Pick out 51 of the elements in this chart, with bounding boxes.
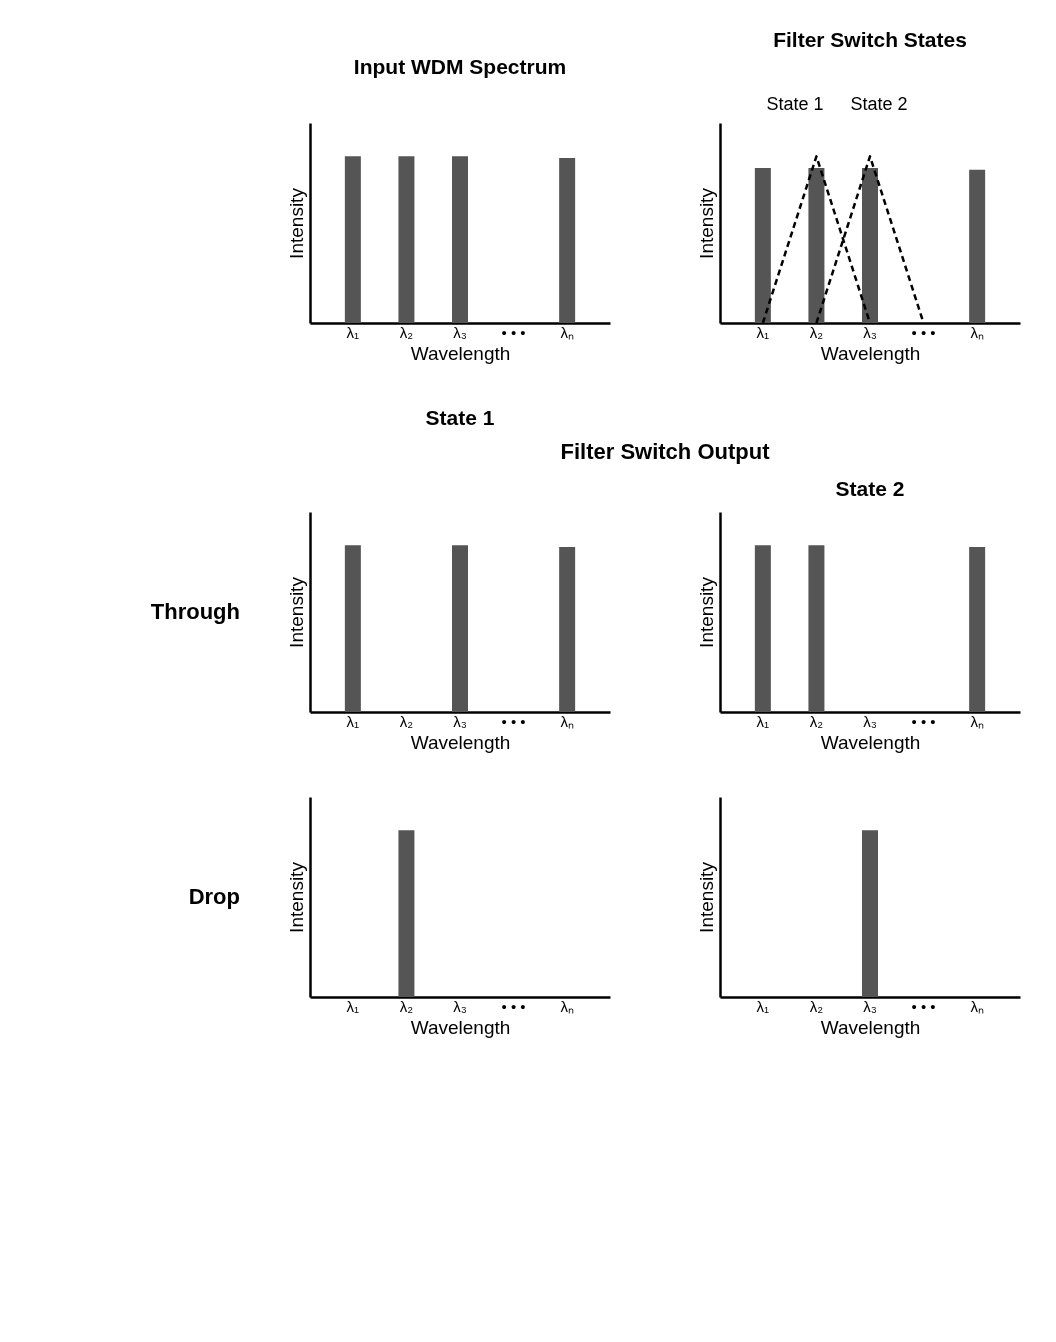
x-tick-label: λ₂	[399, 712, 414, 730]
x-tick-label: λₙ	[560, 712, 574, 730]
x-tick-label: • • •	[911, 997, 936, 1015]
x-tick-label: • • •	[501, 712, 526, 730]
x-tick-label: λ₁	[346, 712, 360, 730]
y-axis-title: Intensity	[695, 576, 717, 648]
x-tick-label: λ₃	[863, 712, 877, 730]
x-tick-label: λ₃	[863, 997, 877, 1015]
x-tick-label: λ₁	[756, 712, 770, 730]
text: Drop	[188, 884, 240, 909]
x-tick-label: λ₃	[453, 712, 467, 730]
x-tick-label: λ₃	[453, 997, 467, 1015]
x-axis-title: Wavelength	[410, 342, 511, 364]
x-axis-title: Wavelength	[410, 1016, 511, 1038]
x-tick-label: λₙ	[560, 323, 574, 341]
text: State 1	[766, 94, 824, 114]
x-axis-title: Wavelength	[820, 1016, 921, 1038]
text: State 2	[850, 94, 908, 114]
x-tick-label: λ₁	[756, 997, 770, 1015]
x-tick-label: λ₂	[399, 997, 414, 1015]
x-axis-title: Wavelength	[820, 342, 921, 364]
x-tick-label: λ₁	[346, 997, 360, 1015]
x-tick-label: λₙ	[970, 997, 984, 1015]
x-tick-label: λ₃	[453, 323, 467, 341]
x-tick-label: λ₂	[809, 323, 824, 341]
chart-title: State 2	[835, 477, 905, 500]
text: Filter Switch Output	[560, 439, 771, 464]
x-tick-label: • • •	[501, 997, 526, 1015]
x-tick-label: λ₂	[809, 997, 824, 1015]
x-tick-label: • • •	[911, 712, 936, 730]
chart-title: Input WDM Spectrum	[353, 55, 567, 78]
y-axis-title: Intensity	[695, 187, 717, 259]
y-axis-title: Intensity	[285, 861, 307, 933]
chart-title: State 1	[425, 406, 495, 429]
x-tick-label: • • •	[911, 323, 936, 341]
x-tick-label: λ₂	[809, 712, 824, 730]
chart-title: Filter Switch States	[773, 28, 967, 51]
x-axis-title: Wavelength	[410, 731, 511, 753]
x-tick-label: λ₁	[346, 323, 360, 341]
x-tick-label: λ₂	[399, 323, 414, 341]
y-axis-title: Intensity	[695, 861, 717, 933]
x-tick-label: λₙ	[970, 323, 984, 341]
x-axis-title: Wavelength	[820, 731, 921, 753]
x-tick-label: λ₃	[863, 323, 877, 341]
x-tick-label: λₙ	[560, 997, 574, 1015]
x-tick-label: • • •	[501, 323, 526, 341]
x-tick-label: λ₁	[756, 323, 770, 341]
text: Through	[150, 599, 240, 624]
y-axis-title: Intensity	[285, 187, 307, 259]
x-tick-label: λₙ	[970, 712, 984, 730]
y-axis-title: Intensity	[285, 576, 307, 648]
